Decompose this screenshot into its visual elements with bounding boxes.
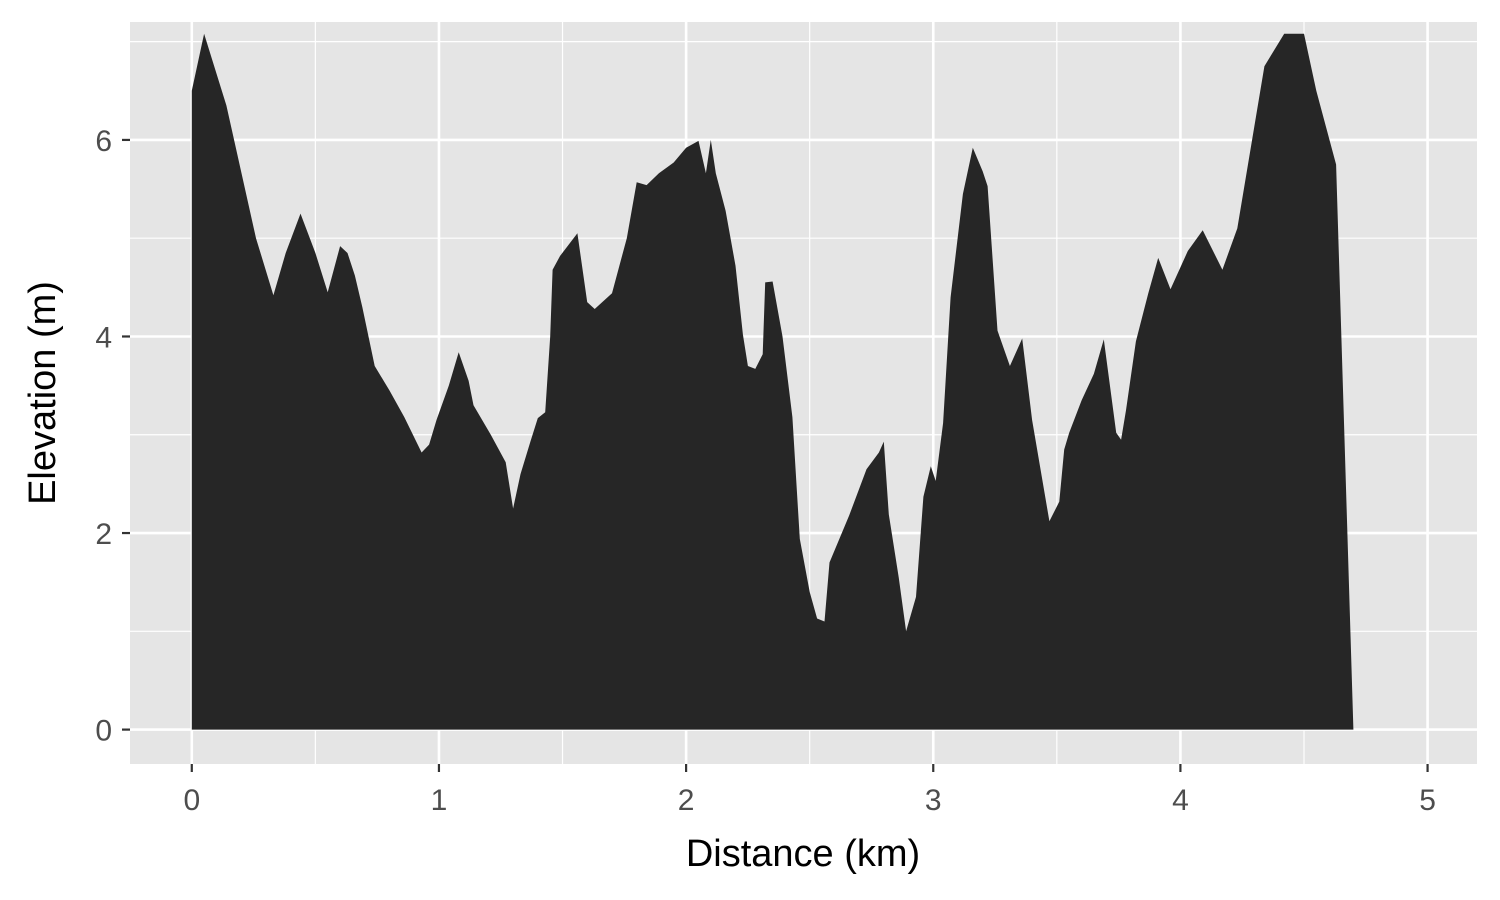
y-axis-title: Elevation (m) xyxy=(22,281,64,505)
x-tick-label: 2 xyxy=(678,784,695,817)
y-tick-label: 2 xyxy=(95,518,112,551)
x-tick-label: 5 xyxy=(1419,784,1436,817)
x-axis-title: Distance (km) xyxy=(686,833,920,875)
y-axis-ticks: 0 2 4 6 xyxy=(95,125,130,748)
y-tick-label: 0 xyxy=(95,715,112,748)
x-axis-ticks: 0 1 2 3 4 5 xyxy=(183,764,1436,817)
y-tick-label: 6 xyxy=(95,125,112,158)
y-tick-label: 4 xyxy=(95,321,112,354)
x-tick-label: 4 xyxy=(1172,784,1189,817)
x-tick-label: 1 xyxy=(431,784,448,817)
x-tick-label: 3 xyxy=(925,784,942,817)
elevation-area xyxy=(191,33,1421,730)
x-tick-label: 0 xyxy=(183,784,200,817)
